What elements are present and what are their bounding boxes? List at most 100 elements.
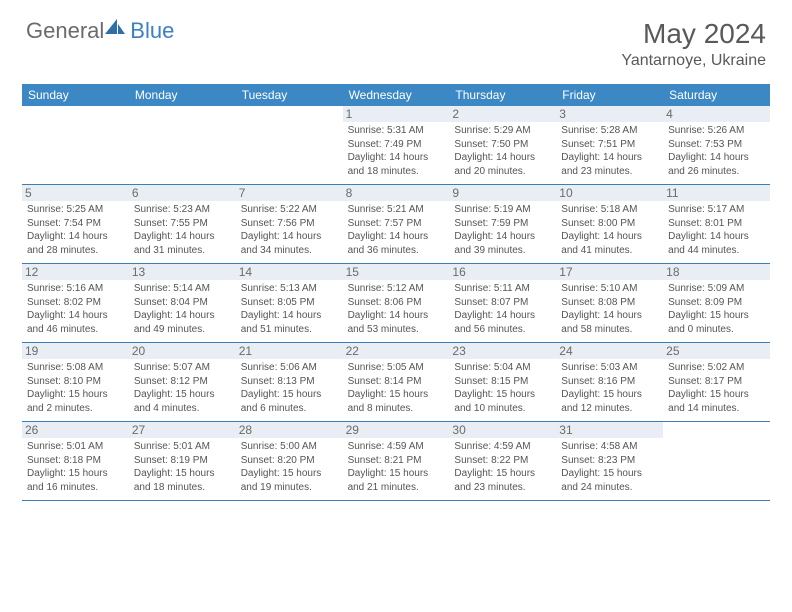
day-cell: 29Sunrise: 4:59 AMSunset: 8:21 PMDayligh…	[343, 422, 450, 500]
logo: General Blue	[26, 18, 174, 44]
sunrise: Sunrise: 5:13 AM	[241, 282, 338, 296]
sunset: Sunset: 8:12 PM	[134, 375, 231, 389]
sunrise: Sunrise: 5:01 AM	[27, 440, 124, 454]
sunrise: Sunrise: 5:04 AM	[454, 361, 551, 375]
day-info: Sunrise: 4:59 AMSunset: 8:22 PMDaylight:…	[454, 440, 551, 494]
day-cell: 3 Sunrise: 5:28 AMSunset: 7:51 PMDaylight…	[556, 106, 663, 184]
daylight-line2: and 19 minutes.	[241, 481, 338, 495]
sunset: Sunset: 8:06 PM	[348, 296, 445, 310]
daylight-line2: and 23 minutes.	[454, 481, 551, 495]
week-row: 19Sunrise: 5:08 AMSunset: 8:10 PMDayligh…	[22, 343, 770, 422]
daylight-line2: and 18 minutes.	[348, 165, 445, 179]
day-number: 1	[343, 106, 450, 122]
daylight-line2: and 10 minutes.	[454, 402, 551, 416]
day-header-cell: Saturday	[663, 84, 770, 106]
sunrise: Sunrise: 5:14 AM	[134, 282, 231, 296]
sunrise: Sunrise: 5:18 AM	[561, 203, 658, 217]
day-cell: 8Sunrise: 5:21 AMSunset: 7:57 PMDaylight…	[343, 185, 450, 263]
daylight-line1: Daylight: 14 hours	[454, 309, 551, 323]
day-number: 17	[556, 264, 663, 280]
daylight-line1: Daylight: 15 hours	[561, 467, 658, 481]
sunset: Sunset: 8:14 PM	[348, 375, 445, 389]
day-cell: 27Sunrise: 5:01 AMSunset: 8:19 PMDayligh…	[129, 422, 236, 500]
day-number: 13	[129, 264, 236, 280]
sunrise: Sunrise: 5:06 AM	[241, 361, 338, 375]
daylight-line2: and 4 minutes.	[134, 402, 231, 416]
day-number: 28	[236, 422, 343, 438]
daylight-line2: and 24 minutes.	[561, 481, 658, 495]
sunrise: Sunrise: 5:07 AM	[134, 361, 231, 375]
daylight-line2: and 44 minutes.	[668, 244, 765, 258]
sunset: Sunset: 8:13 PM	[241, 375, 338, 389]
day-number: 2	[449, 106, 556, 122]
daylight-line1: Daylight: 15 hours	[561, 388, 658, 402]
day-cell	[129, 106, 236, 184]
daylight-line1: Daylight: 14 hours	[134, 230, 231, 244]
day-info: Sunrise: 5:08 AMSunset: 8:10 PMDaylight:…	[27, 361, 124, 415]
daylight-line1: Daylight: 14 hours	[561, 309, 658, 323]
daylight-line2: and 6 minutes.	[241, 402, 338, 416]
daylight-line2: and 16 minutes.	[27, 481, 124, 495]
day-number: 20	[129, 343, 236, 359]
daylight-line2: and 34 minutes.	[241, 244, 338, 258]
day-info: Sunrise: 5:28 AMSunset: 7:51 PMDaylight:…	[561, 124, 658, 178]
daylight-line1: Daylight: 15 hours	[241, 388, 338, 402]
day-header-cell: Thursday	[449, 84, 556, 106]
sunset: Sunset: 8:01 PM	[668, 217, 765, 231]
daylight-line1: Daylight: 15 hours	[668, 388, 765, 402]
daylight-line1: Daylight: 14 hours	[27, 309, 124, 323]
day-cell: 10Sunrise: 5:18 AMSunset: 8:00 PMDayligh…	[556, 185, 663, 263]
sunset: Sunset: 7:57 PM	[348, 217, 445, 231]
day-info: Sunrise: 5:10 AMSunset: 8:08 PMDaylight:…	[561, 282, 658, 336]
location: Yantarnoye, Ukraine	[621, 52, 766, 70]
daylight-line1: Daylight: 14 hours	[241, 230, 338, 244]
daylight-line1: Daylight: 14 hours	[134, 309, 231, 323]
day-info: Sunrise: 5:06 AMSunset: 8:13 PMDaylight:…	[241, 361, 338, 415]
day-number: 3	[556, 106, 663, 122]
day-info: Sunrise: 5:09 AMSunset: 8:09 PMDaylight:…	[668, 282, 765, 336]
daylight-line2: and 2 minutes.	[27, 402, 124, 416]
daylight-line1: Daylight: 14 hours	[668, 151, 765, 165]
daylight-line1: Daylight: 14 hours	[27, 230, 124, 244]
daylight-line2: and 12 minutes.	[561, 402, 658, 416]
sunrise: Sunrise: 5:03 AM	[561, 361, 658, 375]
sunrise: Sunrise: 5:26 AM	[668, 124, 765, 138]
day-cell: 22Sunrise: 5:05 AMSunset: 8:14 PMDayligh…	[343, 343, 450, 421]
daylight-line2: and 56 minutes.	[454, 323, 551, 337]
day-info: Sunrise: 5:29 AMSunset: 7:50 PMDaylight:…	[454, 124, 551, 178]
sunset: Sunset: 7:54 PM	[27, 217, 124, 231]
sunrise: Sunrise: 5:11 AM	[454, 282, 551, 296]
day-cell: 9Sunrise: 5:19 AMSunset: 7:59 PMDaylight…	[449, 185, 556, 263]
daylight-line1: Daylight: 14 hours	[668, 230, 765, 244]
daylight-line1: Daylight: 14 hours	[561, 151, 658, 165]
day-number: 23	[449, 343, 556, 359]
sunrise: Sunrise: 4:59 AM	[348, 440, 445, 454]
day-info: Sunrise: 5:02 AMSunset: 8:17 PMDaylight:…	[668, 361, 765, 415]
daylight-line2: and 49 minutes.	[134, 323, 231, 337]
day-cell: 24Sunrise: 5:03 AMSunset: 8:16 PMDayligh…	[556, 343, 663, 421]
day-number: 22	[343, 343, 450, 359]
sunset: Sunset: 8:18 PM	[27, 454, 124, 468]
day-number: 21	[236, 343, 343, 359]
day-info: Sunrise: 5:04 AMSunset: 8:15 PMDaylight:…	[454, 361, 551, 415]
title-block: May 2024 Yantarnoye, Ukraine	[621, 18, 766, 70]
day-info: Sunrise: 5:07 AMSunset: 8:12 PMDaylight:…	[134, 361, 231, 415]
daylight-line2: and 18 minutes.	[134, 481, 231, 495]
day-cell: 21 Sunrise: 5:06 AMSunset: 8:13 PMDayligh…	[236, 343, 343, 421]
sunset: Sunset: 8:02 PM	[27, 296, 124, 310]
day-cell: 2 Sunrise: 5:29 AMSunset: 7:50 PMDaylight…	[449, 106, 556, 184]
sunset: Sunset: 8:08 PM	[561, 296, 658, 310]
day-info: Sunrise: 5:00 AMSunset: 8:20 PMDaylight:…	[241, 440, 338, 494]
week-row: 26Sunrise: 5:01 AMSunset: 8:18 PMDayligh…	[22, 422, 770, 501]
day-cell: 5Sunrise: 5:25 AMSunset: 7:54 PMDaylight…	[22, 185, 129, 263]
day-number: 16	[449, 264, 556, 280]
day-info: Sunrise: 4:58 AMSunset: 8:23 PMDaylight:…	[561, 440, 658, 494]
day-number: 11	[663, 185, 770, 201]
sunrise: Sunrise: 5:12 AM	[348, 282, 445, 296]
sunrise: Sunrise: 5:02 AM	[668, 361, 765, 375]
day-cell: 12Sunrise: 5:16 AMSunset: 8:02 PMDayligh…	[22, 264, 129, 342]
sunset: Sunset: 8:20 PM	[241, 454, 338, 468]
sunset: Sunset: 7:59 PM	[454, 217, 551, 231]
sunset: Sunset: 8:19 PM	[134, 454, 231, 468]
sunrise: Sunrise: 5:16 AM	[27, 282, 124, 296]
